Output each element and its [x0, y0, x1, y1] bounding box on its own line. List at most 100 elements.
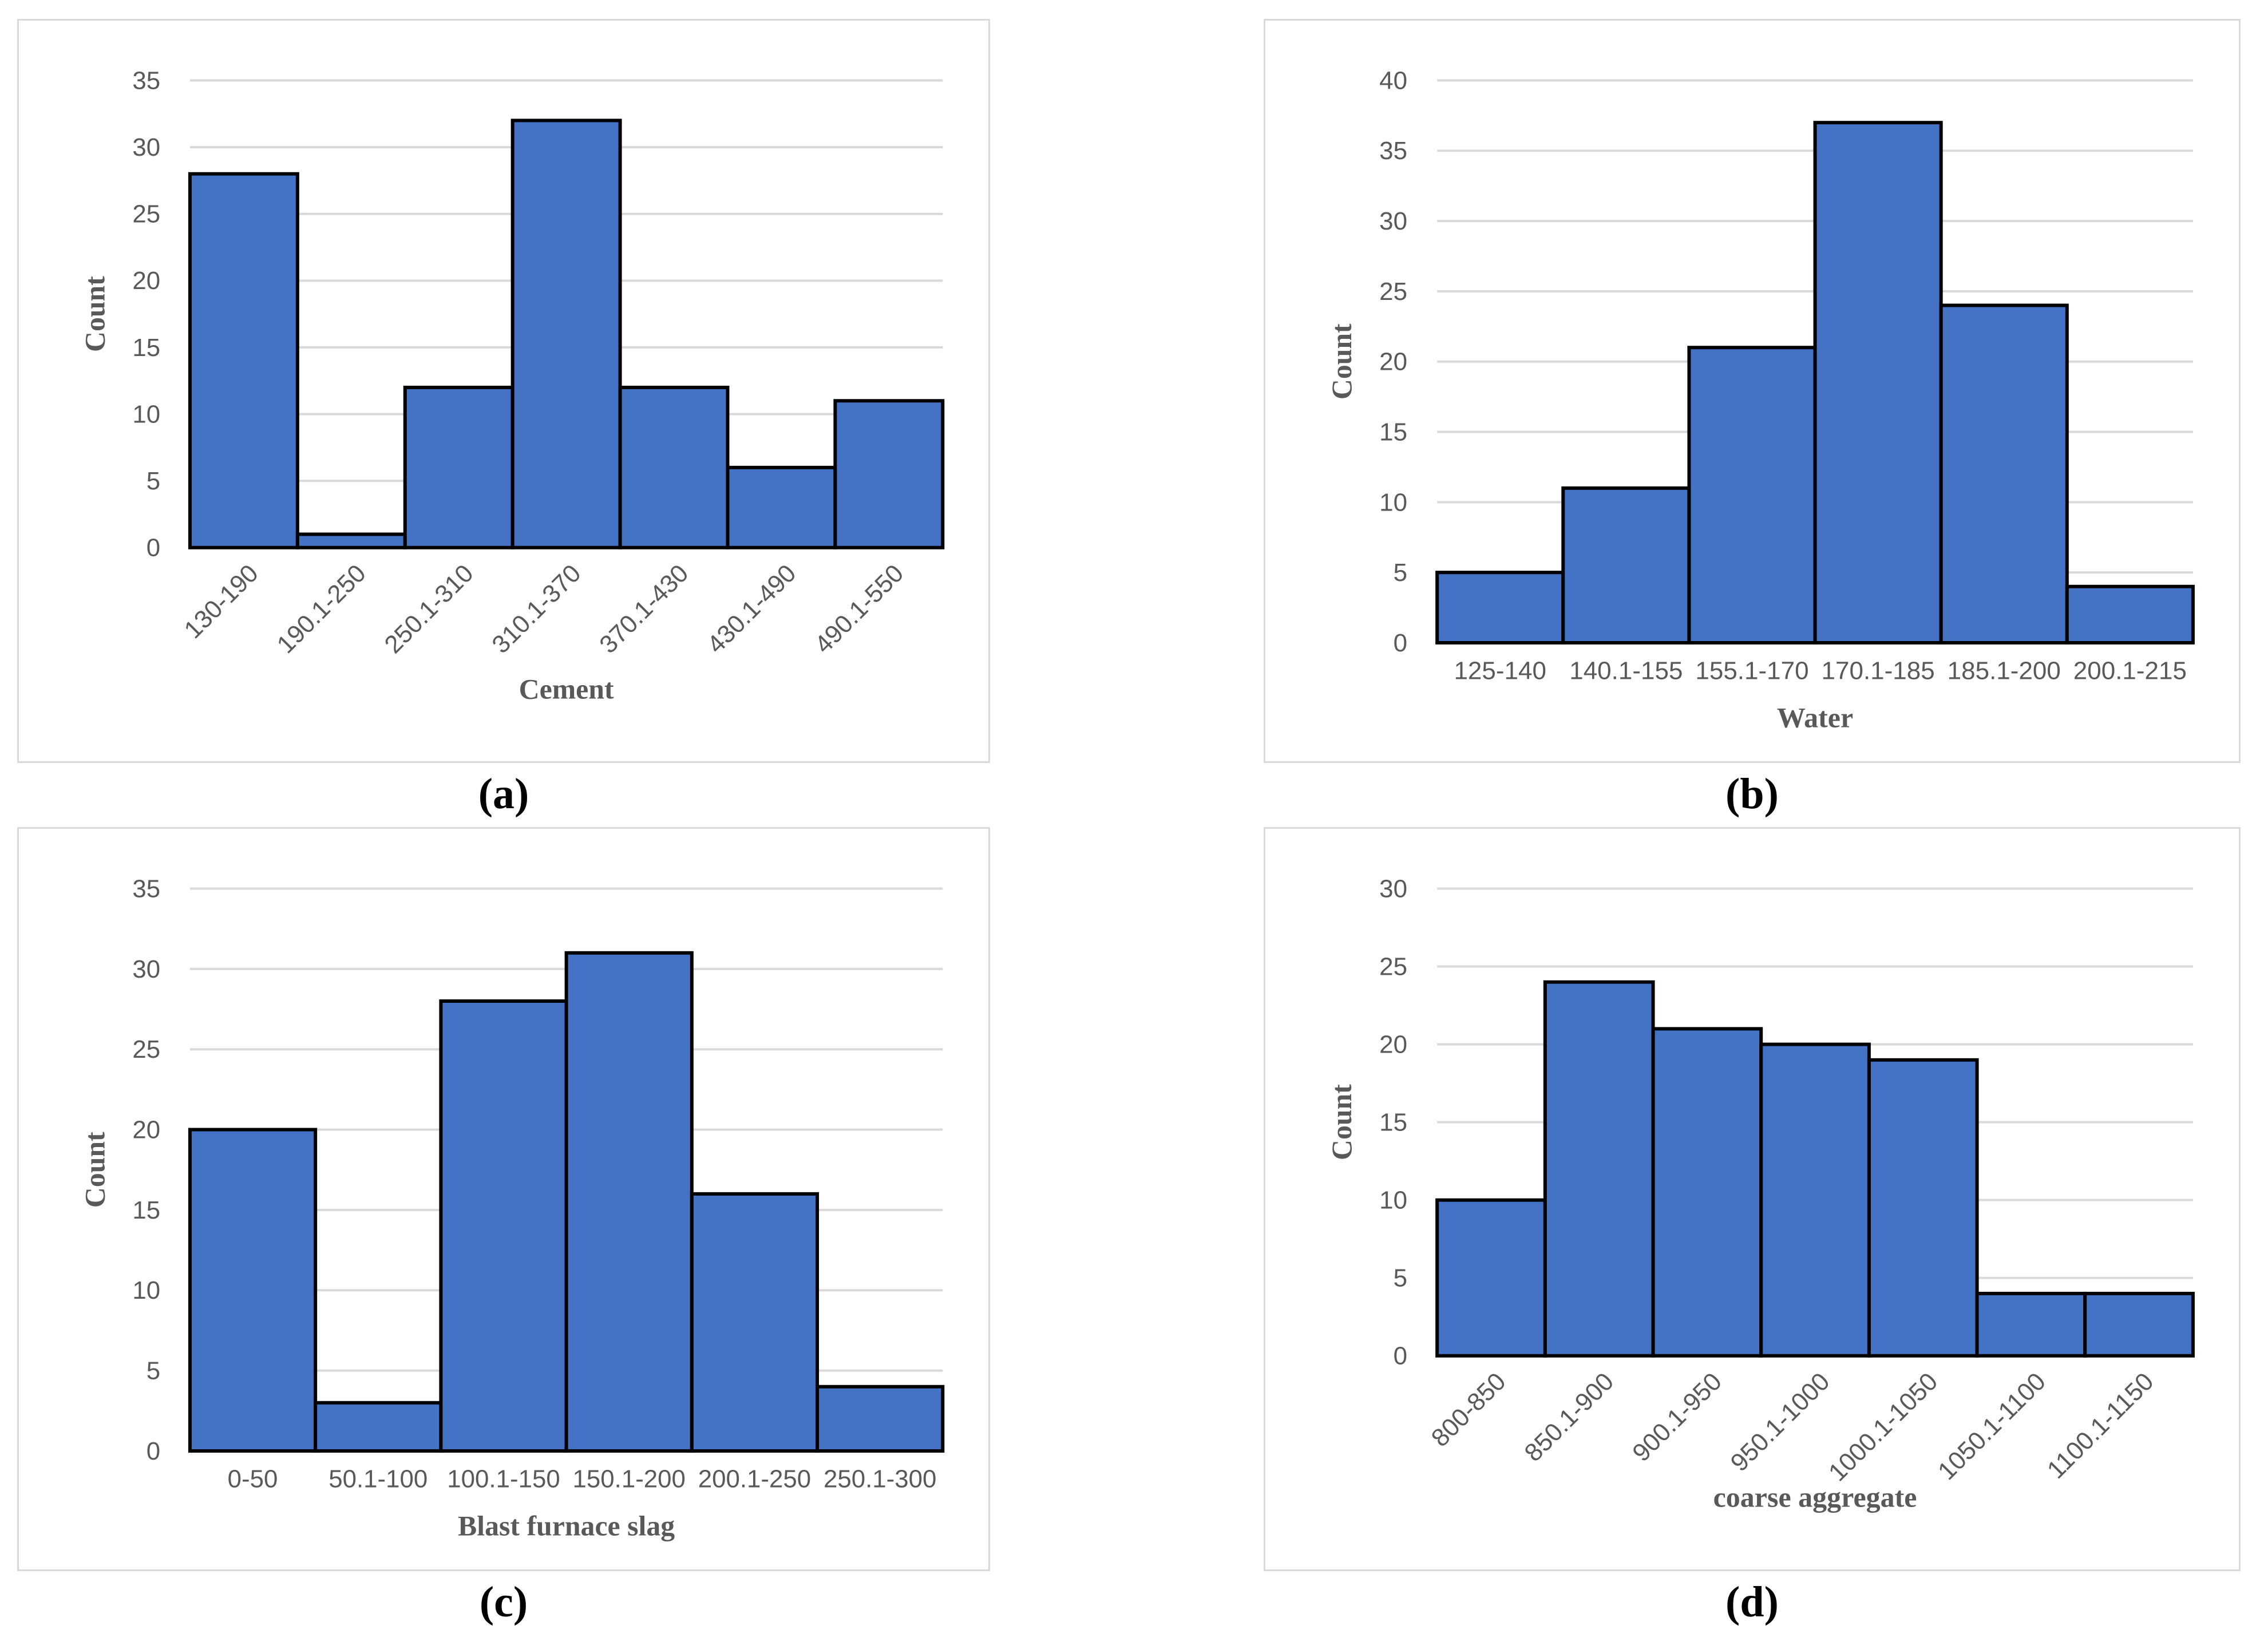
bar: [1813, 121, 1943, 644]
y-tick-label: 5: [147, 1357, 160, 1385]
figure-2x2-grid: 0 5 10 15 20 25 30 35 130-190 190.1-250 250.1-310 3…: [17, 19, 2241, 1635]
y-tick-label: 30: [1379, 875, 1407, 903]
bar: [564, 951, 694, 1453]
x-tick-label: 190.1-250: [272, 559, 371, 659]
x-tick-label: 900.1-950: [1627, 1367, 1727, 1467]
y-axis-title: Count: [1326, 323, 1357, 400]
bar: [816, 1385, 945, 1453]
x-tick-label: 1050.1-1100: [1933, 1367, 2051, 1485]
y-tick-label: 15: [132, 334, 160, 362]
y-tick-label: 5: [1394, 559, 1407, 587]
panel-cell-d: 0 5 10 15 20 25 30 800-850 850.1-900 900.1-950 950…: [1264, 827, 2241, 1635]
y-tick-label: 35: [132, 875, 160, 903]
bar: [403, 385, 514, 549]
bar: [1939, 303, 2069, 644]
y-tick-label: 25: [1379, 953, 1407, 981]
bar: [690, 1192, 820, 1453]
bar: [1435, 1198, 1547, 1358]
bar: [1687, 346, 1817, 644]
x-tick-label: 950.1-1000: [1725, 1367, 1835, 1477]
y-tick-label: 10: [1379, 1187, 1407, 1215]
x-tick-label: 200.1-215: [2073, 657, 2187, 685]
bar: [833, 399, 945, 549]
y-tick-label: 10: [1379, 488, 1407, 516]
bar: [188, 1128, 318, 1453]
water-histogram: 0 5 10 15 20 25 30 35 40 125-140 140.1-155 155.1-17…: [1326, 67, 2195, 733]
panel-cell-c: 0 5 10 15 20 25 30 35 0-50 50.1-100 100.1-150 150.1…: [17, 827, 990, 1635]
x-axis-title: Blast furnace slag: [458, 1510, 675, 1541]
x-tick-label: 310.1-370: [486, 559, 586, 659]
y-tick-label: 30: [132, 133, 160, 161]
y-tick-label: 35: [1379, 137, 1407, 165]
y-tick-label: 10: [132, 400, 160, 428]
x-tick-label: 250.1-300: [824, 1465, 936, 1493]
bar: [726, 465, 837, 549]
y-axis-title: Count: [1326, 1084, 1357, 1160]
x-tick-label: 370.1-430: [594, 559, 694, 659]
y-tick-label: 5: [147, 467, 160, 495]
bar: [1561, 486, 1691, 644]
y-tick-label: 15: [132, 1196, 160, 1224]
bar: [1759, 1042, 1871, 1358]
blast-furnace-slag-histogram: 0 5 10 15 20 25 30 35 0-50 50.1-100 100.1-150 150.1…: [79, 875, 945, 1541]
bar: [1867, 1058, 1979, 1358]
bar: [510, 118, 622, 549]
x-tick-label: 155.1-170: [1695, 657, 1808, 685]
y-tick-label: 25: [1379, 278, 1407, 306]
y-tick-label: 40: [1379, 67, 1407, 95]
x-axis-title: coarse aggregate: [1713, 1482, 1917, 1513]
bar: [295, 532, 407, 549]
x-tick-label: 125-140: [1454, 657, 1546, 685]
y-tick-label: 0: [147, 1437, 160, 1465]
x-tick-label: 170.1-185: [1821, 657, 1934, 685]
panel-caption-d: (d): [1725, 1578, 1779, 1626]
x-tick-label: 150.1-200: [573, 1465, 686, 1493]
panel-caption-a: (a): [478, 770, 529, 818]
bar: [1975, 1291, 2087, 1358]
x-tick-label: 140.1-155: [1569, 657, 1683, 685]
x-axis-title: Cement: [519, 674, 614, 705]
blast-furnace-slag-histogram-panel: 0 5 10 15 20 25 30 35 0-50 50.1-100 100.1-150 150.1…: [17, 827, 990, 1571]
y-tick-label: 15: [1379, 1109, 1407, 1137]
panel-caption-c: (c): [479, 1578, 528, 1626]
bar: [2083, 1291, 2195, 1358]
x-tick-label: 800-850: [1426, 1367, 1511, 1452]
bar: [2065, 584, 2195, 644]
y-tick-label: 30: [1379, 207, 1407, 235]
bar: [1543, 980, 1655, 1358]
y-tick-label: 35: [132, 66, 160, 94]
x-tick-label: 50.1-100: [328, 1465, 428, 1493]
bar: [188, 172, 299, 549]
panel-caption-b: (b): [1725, 770, 1779, 818]
panel-cell-b: 0 5 10 15 20 25 30 35 40 125-140 140.1-155 155.1-17…: [1264, 19, 2241, 827]
y-tick-label: 20: [132, 1116, 160, 1144]
x-tick-label: 0-50: [228, 1465, 278, 1493]
x-tick-label: 250.1-310: [379, 559, 478, 659]
x-tick-label: 100.1-150: [447, 1465, 560, 1493]
x-tick-label: 130-190: [179, 559, 263, 644]
x-tick-label: 1100.1-1150: [2042, 1367, 2159, 1484]
y-tick-label: 0: [147, 534, 160, 562]
y-tick-label: 5: [1394, 1264, 1407, 1292]
y-tick-label: 0: [1394, 629, 1407, 657]
water-histogram-panel: 0 5 10 15 20 25 30 35 40 125-140 140.1-155 155.1-17…: [1264, 19, 2241, 763]
y-tick-label: 30: [132, 955, 160, 983]
y-tick-label: 25: [132, 1035, 160, 1063]
y-tick-label: 25: [132, 200, 160, 228]
coarse-aggregate-histogram-panel: 0 5 10 15 20 25 30 800-850 850.1-900 900.1-950 950…: [1264, 827, 2241, 1571]
panel-cell-a: 0 5 10 15 20 25 30 35 130-190 190.1-250 250.1-310 3…: [17, 19, 990, 827]
y-tick-label: 0: [1394, 1342, 1407, 1370]
x-tick-label: 1000.1-1050: [1823, 1367, 1944, 1486]
x-tick-label: 200.1-250: [698, 1465, 811, 1493]
y-tick-label: 20: [132, 267, 160, 295]
coarse-aggregate-histogram: 0 5 10 15 20 25 30 800-850 850.1-900 900.1-950950…: [1326, 875, 2195, 1513]
bar: [618, 385, 730, 549]
cement-histogram-panel: 0 5 10 15 20 25 30 35 130-190 190.1-250 250.1-310 3…: [17, 19, 990, 763]
y-tick-label: 10: [132, 1276, 160, 1304]
y-axis-title: Count: [79, 276, 110, 352]
bar: [314, 1401, 443, 1453]
x-tick-label: 850.1-900: [1519, 1367, 1619, 1467]
y-tick-label: 15: [1379, 418, 1407, 446]
bar: [1651, 1027, 1763, 1358]
